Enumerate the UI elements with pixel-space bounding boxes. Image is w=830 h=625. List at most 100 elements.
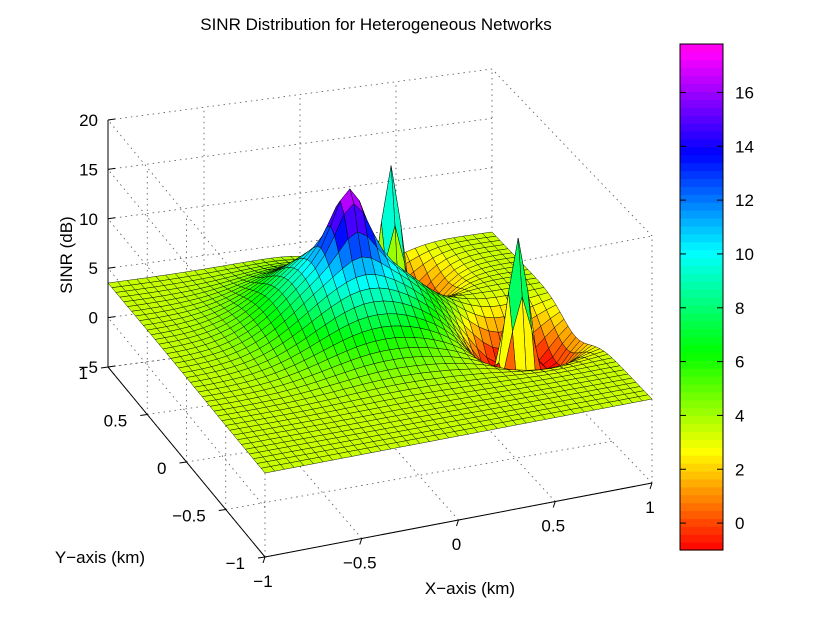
colorbar-swatch xyxy=(680,352,723,361)
colorbar-swatch xyxy=(680,297,723,306)
x-tick-mark xyxy=(649,482,653,490)
y-tick-label: −1 xyxy=(226,554,245,573)
z-axis-label: SINR (dB) xyxy=(57,216,76,293)
colorbar-swatch xyxy=(680,91,723,100)
z-tick-label: 15 xyxy=(79,160,98,179)
colorbar-swatch xyxy=(680,138,723,148)
surface-mesh xyxy=(107,165,653,474)
x-tick-label: 0.5 xyxy=(541,517,565,536)
x-tick-label: −0.5 xyxy=(343,554,377,573)
y-tick-mark xyxy=(218,509,226,511)
colorbar-swatch xyxy=(680,502,723,512)
z-tick-mark xyxy=(107,167,116,170)
x-tick-mark xyxy=(359,538,363,545)
z-tick-mark xyxy=(107,118,116,121)
colorbar-swatch xyxy=(680,510,723,519)
colorbar-tick-label: 4 xyxy=(735,406,744,425)
colorbar-tick-label: 16 xyxy=(735,83,754,102)
colorbar-swatch xyxy=(680,281,723,290)
z-tick-mark xyxy=(107,316,116,319)
colorbar-swatch xyxy=(680,83,723,93)
colorbar-swatch xyxy=(680,423,723,433)
colorbar-swatch xyxy=(680,51,723,61)
colorbar-swatch xyxy=(680,360,723,369)
colorbar-tick-label: 8 xyxy=(735,299,744,318)
colorbar-swatch xyxy=(680,336,723,346)
y-tick-mark xyxy=(257,556,266,559)
colorbar-swatch xyxy=(680,249,723,259)
z-tick-label: 5 xyxy=(89,259,98,278)
colorbar-swatch xyxy=(680,170,723,180)
colorbar-tick-label: 10 xyxy=(735,245,754,264)
colorbar-tick-label: 12 xyxy=(735,191,754,210)
colorbar-swatch xyxy=(680,518,723,527)
colorbar-swatch xyxy=(680,447,723,456)
y-axis-label: Y−axis (km) xyxy=(55,548,145,567)
colorbar-swatch xyxy=(680,328,723,338)
x-tick-mark xyxy=(456,519,459,527)
colorbar-swatch xyxy=(680,431,723,440)
z-tick-mark xyxy=(107,217,116,220)
z-tick-label: −5 xyxy=(79,358,98,377)
colorbar-swatch xyxy=(680,439,723,448)
colorbar-swatch xyxy=(680,194,723,203)
colorbar-tick-label: 2 xyxy=(735,460,744,479)
colorbar-swatch xyxy=(680,320,723,330)
y-tick-labels: −1 −0.5 0 0.5 1 xyxy=(79,364,266,573)
z-tick-label: 20 xyxy=(79,111,98,130)
x-tick-mark xyxy=(262,556,266,564)
colorbar-swatch xyxy=(680,376,723,385)
colorbar-swatch xyxy=(680,115,723,124)
colorbar-tick-label: 0 xyxy=(735,514,744,533)
colorbar-swatch xyxy=(680,123,723,132)
colorbar-frame xyxy=(679,43,724,551)
y-tick-label: 0.5 xyxy=(104,412,128,431)
colorbar-swatch xyxy=(680,154,723,164)
colorbar-swatch xyxy=(680,130,723,140)
x-tick-label: 1 xyxy=(645,498,654,517)
colorbar-swatch xyxy=(680,463,723,472)
colorbar-swatch xyxy=(680,75,723,85)
y-tick-mark xyxy=(100,366,109,369)
colorbar-tick-labels: 0 2 4 6 8 10 12 14 16 xyxy=(680,83,754,533)
colorbar-swatch xyxy=(680,312,723,322)
colorbar-swatch xyxy=(680,59,723,69)
y-tick-mark xyxy=(140,414,148,416)
z-tick-mark xyxy=(107,266,116,269)
colorbar-swatch xyxy=(680,162,723,172)
colorbar-swatch xyxy=(680,486,723,496)
colorbar-swatch xyxy=(680,186,723,195)
colorbar-swatch xyxy=(680,225,723,235)
y-tick-label: −0.5 xyxy=(172,507,206,526)
colorbar-swatch xyxy=(680,241,723,251)
y-tick-mark xyxy=(179,461,187,464)
x-tick-label: 0 xyxy=(452,535,461,554)
colorbar-tick-label: 14 xyxy=(735,137,754,156)
surface-patch xyxy=(260,466,275,474)
colorbar-swatch xyxy=(680,455,723,464)
colorbar-swatch xyxy=(680,344,723,353)
colorbar-swatch xyxy=(680,67,723,77)
x-axis-label: X−axis (km) xyxy=(425,579,515,598)
colorbar-swatch xyxy=(680,534,723,543)
colorbar-swatch xyxy=(680,210,723,219)
colorbar xyxy=(679,43,724,551)
z-tick-label: 0 xyxy=(89,309,98,328)
colorbar-swatch xyxy=(680,289,723,298)
colorbar-swatch xyxy=(680,265,723,274)
colorbar-swatch xyxy=(680,542,723,551)
colorbar-swatch xyxy=(680,407,723,417)
colorbar-swatch xyxy=(680,368,723,377)
z-tick-label: 10 xyxy=(79,210,98,229)
colorbar-swatch xyxy=(680,44,723,53)
x-tick-label: −1 xyxy=(253,572,272,591)
colorbar-swatch xyxy=(680,383,723,393)
colorbar-tick-label: 6 xyxy=(735,353,744,372)
x-tick-labels: −1 −0.5 0 0.5 1 xyxy=(253,482,655,591)
colorbar-swatch xyxy=(680,107,723,116)
colorbar-swatch xyxy=(680,217,723,227)
colorbar-swatch xyxy=(680,399,723,409)
colorbar-swatch xyxy=(680,273,723,282)
chart-title: SINR Distribution for Heterogeneous Netw… xyxy=(200,15,551,34)
